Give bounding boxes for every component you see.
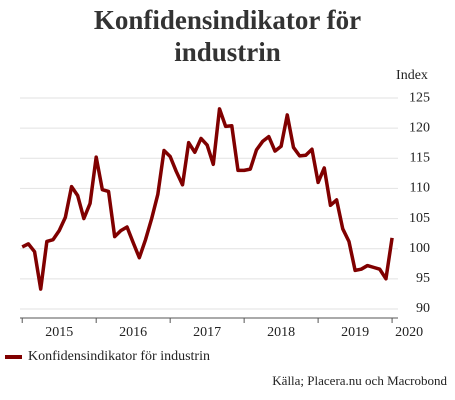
x-tick-label: 2016	[119, 325, 147, 340]
y-tick-label: 105	[409, 211, 430, 226]
y-tick-label: 110	[410, 181, 430, 196]
x-tick-label: 2020	[395, 325, 423, 340]
x-tick-label: 2015	[45, 325, 73, 340]
y-tick-label: 95	[416, 271, 430, 286]
y-tick-label: 115	[410, 151, 430, 166]
y-axis-label: Index	[396, 68, 428, 83]
data-line	[21, 107, 394, 291]
x-tick-label: 2019	[341, 325, 369, 340]
y-tick-label: 100	[409, 241, 430, 256]
x-tick-label: 2018	[267, 325, 295, 340]
y-tick-label: 125	[409, 90, 430, 105]
y-tick-label: 90	[416, 301, 430, 316]
source: Källa; Placera.nu och Macrobond	[272, 373, 447, 388]
chart-title: Konfidensindikator för industrin	[93, 5, 362, 67]
y-tick-label: 120	[409, 120, 430, 135]
x-tick-label: 2017	[193, 325, 221, 340]
legend-label: Konfidensindikator för industrin	[28, 349, 210, 364]
